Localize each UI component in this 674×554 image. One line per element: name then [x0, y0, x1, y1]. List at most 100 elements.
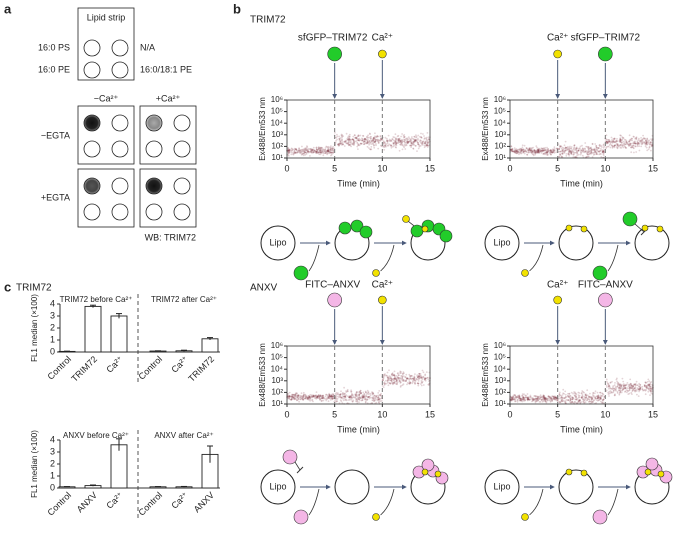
scatter-dot	[561, 151, 564, 154]
scatter-dot	[386, 376, 389, 379]
scatter-dot	[335, 400, 338, 403]
scatter-dot	[375, 144, 377, 147]
scatter-dot	[526, 153, 528, 156]
scatter-dot	[399, 139, 402, 142]
scatter-dot	[410, 138, 412, 141]
scatter-dot	[391, 382, 394, 385]
scatter-dot	[626, 382, 629, 384]
scatter-dot	[639, 386, 642, 388]
scatter-dot	[418, 378, 420, 380]
scatter-dot	[321, 397, 323, 399]
scatter-dot	[395, 143, 397, 146]
scatter-dot	[607, 139, 610, 141]
scatter-dot	[598, 397, 601, 400]
scatter-dot	[623, 384, 626, 387]
scatter-dot	[639, 386, 642, 389]
scatter-dot	[553, 146, 556, 149]
scatter-dot	[364, 137, 366, 140]
scatter-dot	[338, 394, 340, 396]
scatter-dot	[574, 148, 577, 151]
scatter-dot	[368, 140, 371, 143]
scatter-dot	[298, 147, 300, 150]
scatter-dot	[595, 402, 598, 404]
scatter-dot	[601, 392, 603, 395]
scatter-dot	[510, 149, 512, 152]
scatter-dot	[338, 137, 341, 140]
scatter-dot	[312, 395, 315, 398]
scatter-dot	[542, 149, 545, 152]
scatter-dot	[584, 397, 586, 399]
scatter-dot	[555, 396, 558, 399]
scatter-dot	[426, 142, 429, 145]
scatter-dot	[359, 392, 362, 394]
scatter-dot	[569, 399, 572, 401]
scatter-dot	[340, 390, 342, 393]
scatter-dot	[551, 151, 554, 154]
scatter-dot	[355, 140, 357, 143]
scatter-dot	[417, 382, 420, 385]
scatter-dot	[614, 386, 617, 388]
scatter-dot	[543, 396, 546, 399]
scatter-dot	[530, 152, 533, 154]
scatter-dot	[642, 134, 644, 137]
scatter-dot	[330, 149, 333, 152]
scatter-dot	[583, 147, 586, 150]
scatter-dot	[395, 144, 398, 147]
scatter-dot	[364, 138, 366, 141]
scatter-dot	[409, 144, 411, 147]
scatter-dot	[347, 395, 349, 398]
scatter-dot	[647, 383, 650, 386]
scatter-dot	[594, 390, 597, 393]
scatter-dot	[331, 147, 334, 150]
scatter-dot	[540, 150, 542, 153]
scatter-dot	[409, 375, 412, 378]
scatter-dot	[393, 144, 395, 147]
scatter-dot	[382, 146, 385, 148]
scatter-dot	[649, 387, 652, 390]
incoming	[592, 265, 608, 281]
scatter-dot	[554, 396, 557, 399]
scatter-dot	[325, 152, 327, 154]
scatter-dot	[302, 398, 304, 401]
scatter-dot	[513, 149, 516, 152]
scatter-dot	[572, 148, 574, 151]
scatter-dot	[533, 395, 536, 397]
scatter-dot	[415, 378, 418, 380]
scatter-dot	[391, 138, 394, 141]
scatter-dot	[538, 152, 541, 154]
scatter-dot	[541, 147, 544, 150]
scatter-dot	[382, 379, 384, 382]
scatter-dot	[386, 376, 389, 379]
scatter-dot	[632, 146, 635, 149]
scatter-dot	[610, 144, 613, 147]
scatter-dot	[551, 395, 554, 398]
x-tick-label: 0	[507, 409, 512, 419]
scatter-dot	[536, 148, 539, 151]
scatter-dot	[354, 397, 357, 400]
scatter-dot	[370, 135, 372, 138]
scatter-dot	[535, 398, 537, 400]
scatter-dot	[287, 148, 290, 151]
scatter-dot	[518, 152, 521, 154]
scatter-dot	[559, 153, 561, 156]
scatter-dot	[306, 397, 309, 399]
scatter-dot	[583, 402, 586, 404]
scatter-dot	[636, 145, 639, 148]
scatter-dot	[571, 150, 574, 153]
scatter-dot	[358, 396, 360, 399]
blot-spots	[83, 39, 191, 221]
scatter-dot	[332, 151, 335, 154]
scatter-dot	[548, 151, 551, 154]
scatter-dot	[316, 148, 318, 151]
scatter-dot	[510, 145, 513, 148]
scatter-dot	[641, 388, 644, 391]
scatter-dot	[403, 380, 405, 382]
scatter-dot	[558, 155, 560, 158]
scatter-dot	[394, 140, 396, 143]
scatter-dot	[317, 146, 320, 149]
scatter-dot	[361, 139, 364, 142]
scatter-dot	[409, 140, 412, 143]
scatter-dot	[612, 140, 614, 143]
scatter-dot	[574, 401, 577, 404]
scatter-dot	[426, 144, 429, 147]
